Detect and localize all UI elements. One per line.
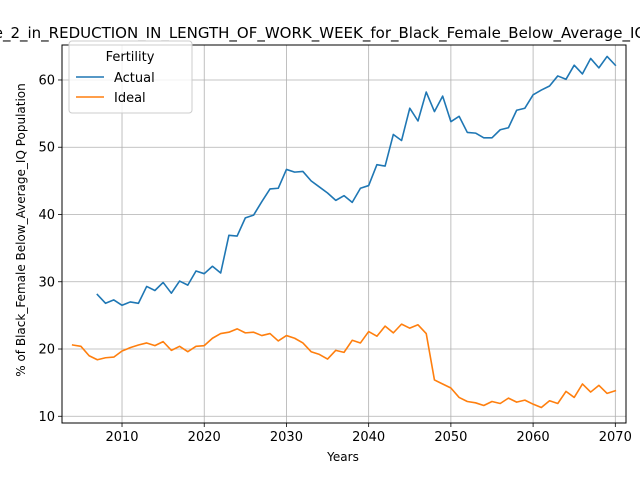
x-tick-label: 2070 — [599, 430, 632, 445]
x-tick-label: 2020 — [188, 430, 221, 445]
plot-frame — [61, 44, 627, 424]
legend-label-actual: Actual — [114, 71, 155, 86]
y-tick-label: 30 — [38, 275, 55, 290]
x-tick-label: 2010 — [105, 430, 138, 445]
chart-title: e_2_in_REDUCTION_IN_LENGTH_OF_WORK_WEEK_… — [0, 24, 640, 43]
y-tick-label: 10 — [38, 410, 55, 425]
y-axis-title: % of Black_Female Below_Average_IQ Popul… — [14, 83, 28, 377]
y-tick-label: 60 — [38, 73, 55, 88]
legend-box — [68, 40, 193, 114]
x-tick-label: 2060 — [517, 430, 550, 445]
series-line-actual — [96, 55, 617, 307]
series-line-ideal — [71, 323, 617, 409]
legend: Fertility Actual Ideal — [68, 40, 193, 114]
y-tick-label: 50 — [38, 141, 55, 156]
y-tick-label: 40 — [38, 208, 55, 223]
grid — [62, 45, 626, 423]
legend-title: Fertility — [106, 50, 155, 65]
x-axis-title: Years — [326, 450, 359, 464]
y-tick-label: 20 — [38, 343, 55, 358]
x-tick-label: 2040 — [352, 430, 385, 445]
legend-label-ideal: Ideal — [114, 91, 146, 106]
series-layer — [71, 55, 617, 409]
x-tick-label: 2050 — [434, 430, 467, 445]
x-tick-label: 2030 — [270, 430, 303, 445]
